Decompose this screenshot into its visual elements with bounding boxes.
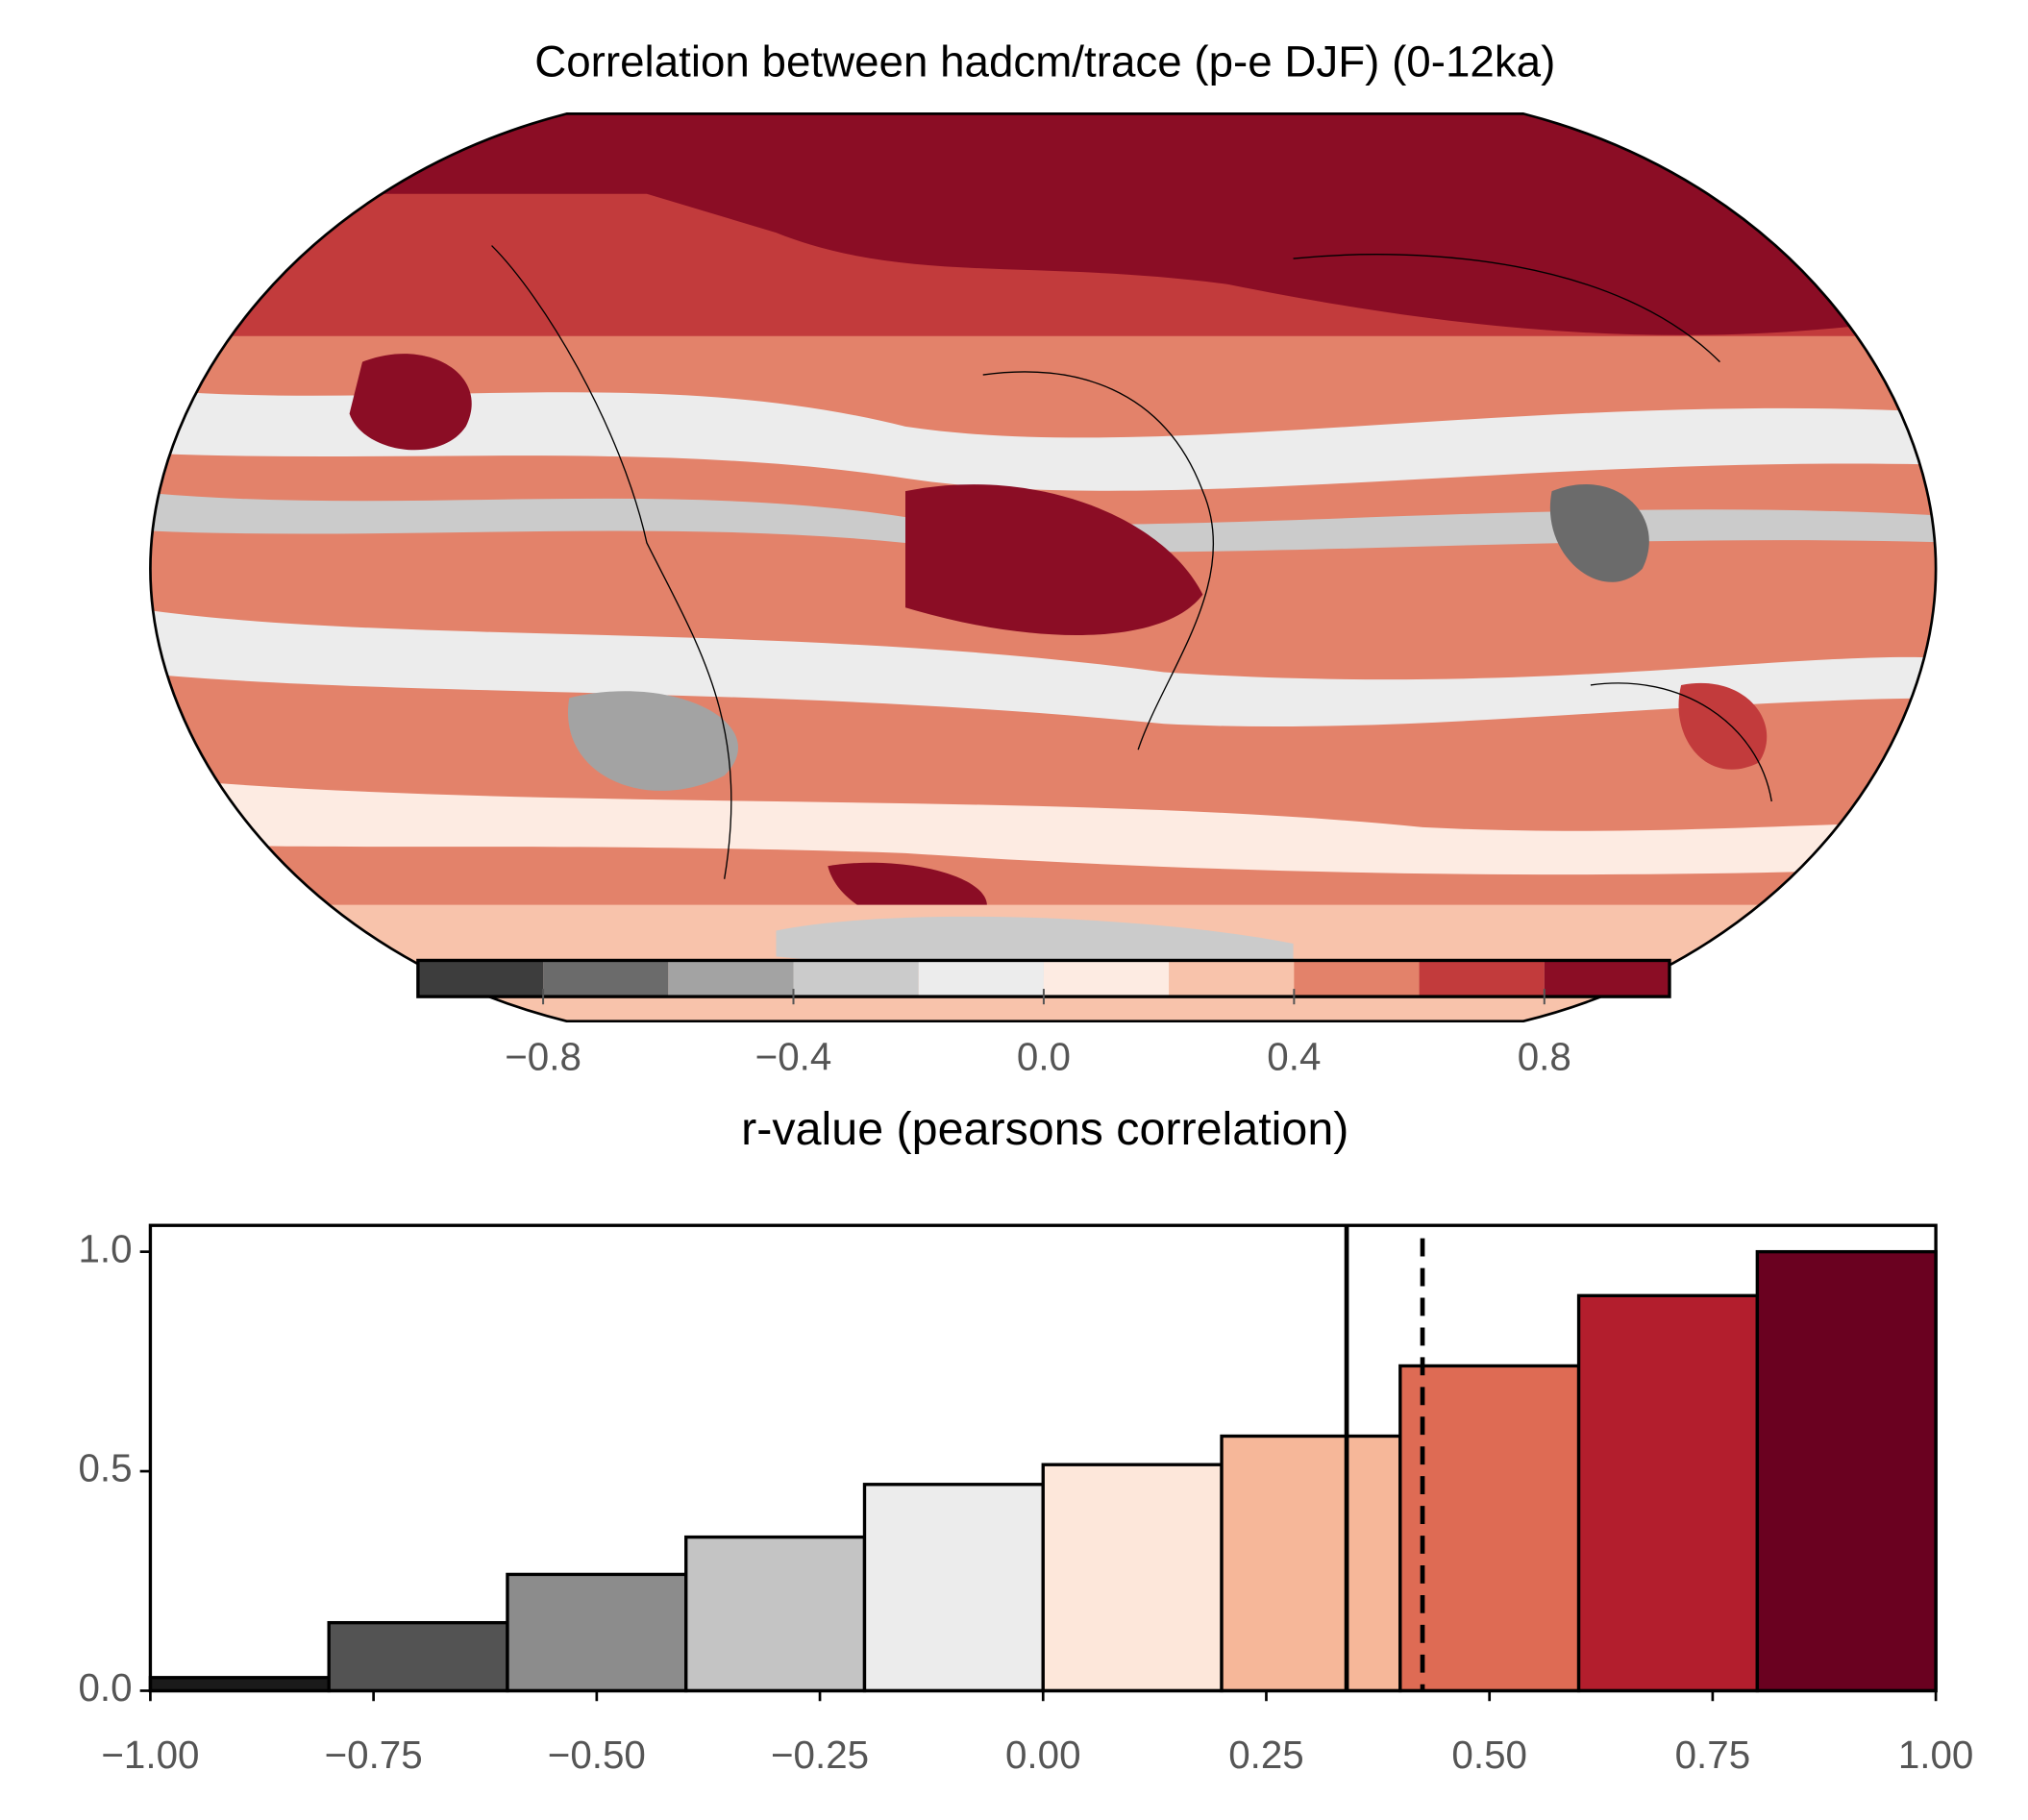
histogram-bar (1220, 1434, 1402, 1693)
x-tick-label: −0.25 (771, 1733, 869, 1777)
x-tick-label: 0.50 (1451, 1733, 1527, 1777)
x-tick-label: −1.00 (101, 1733, 199, 1777)
colorbar-label: r-value (pearsons correlation) (741, 1103, 1348, 1155)
colorbar-tick-label: 0.4 (1267, 1035, 1321, 1079)
colorbar-segment (543, 960, 669, 997)
y-tick-label: 0.5 (79, 1446, 133, 1490)
x-tick-label: −0.50 (548, 1733, 646, 1777)
map-outline (149, 112, 1938, 1023)
histogram-bar (327, 1620, 509, 1693)
colorbar-segment (1544, 960, 1670, 997)
histogram-bar (148, 1676, 331, 1693)
colorbar-segment (1294, 960, 1420, 997)
colorbar-segment (417, 960, 544, 997)
y-tick-label: 0.0 (79, 1665, 133, 1709)
y-tick-label: 1.0 (79, 1226, 133, 1270)
colorbar-segment (1169, 960, 1295, 997)
colorbar: −0.8 −0.4 0.0 0.4 0.8 (416, 958, 1671, 1079)
map-title: Correlation between hadcm/trace (p-e DJF… (534, 37, 1555, 86)
colorbar-segment (1043, 960, 1170, 997)
histogram-bar (1576, 1293, 1760, 1693)
x-tick-label: 1.00 (1898, 1733, 1974, 1777)
histogram-bar (1755, 1249, 1938, 1693)
histogram-bar (862, 1483, 1045, 1693)
histogram-bar (1398, 1364, 1581, 1693)
map-field (150, 113, 1937, 1021)
histogram: −1.00 −0.75 −0.50 −0.25 0.00 0.25 0.50 0.75 1.00… (79, 1223, 1974, 1777)
colorbar-segment (918, 960, 1044, 997)
histogram-bar (1041, 1463, 1224, 1693)
colorbar-tick-label: −0.8 (505, 1035, 581, 1079)
colorbar-segment (1419, 960, 1545, 997)
x-tick-label: −0.75 (325, 1733, 423, 1777)
colorbar-tick-label: 0.0 (1017, 1035, 1071, 1079)
colorbar-segment (793, 960, 919, 997)
histogram-bar (684, 1535, 867, 1693)
x-tick-label: 0.75 (1675, 1733, 1751, 1777)
colorbar-tick-label: 0.8 (1518, 1035, 1571, 1079)
x-tick-label: 0.00 (1005, 1733, 1081, 1777)
colorbar-tick-label: −0.4 (755, 1035, 832, 1079)
colorbar-segment (668, 960, 794, 997)
x-tick-label: 0.25 (1228, 1733, 1304, 1777)
histogram-bar (506, 1572, 688, 1693)
